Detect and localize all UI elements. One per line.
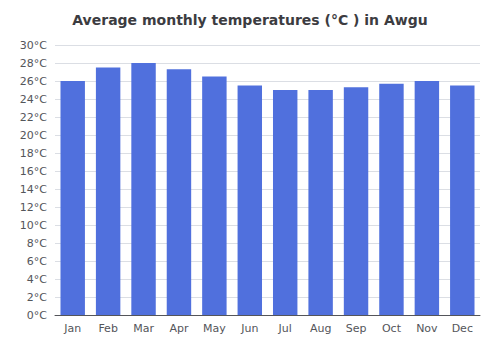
svg-text:Feb: Feb: [98, 322, 117, 335]
svg-text:14°C: 14°C: [20, 183, 47, 196]
svg-text:6°C: 6°C: [27, 255, 47, 268]
svg-text:Sep: Sep: [346, 322, 367, 335]
svg-text:Jan: Jan: [63, 322, 81, 335]
svg-text:0°C: 0°C: [27, 309, 47, 322]
svg-text:30°C: 30°C: [20, 39, 47, 52]
svg-text:Nov: Nov: [416, 322, 438, 335]
svg-text:8°C: 8°C: [27, 237, 47, 250]
svg-text:24°C: 24°C: [20, 93, 47, 106]
svg-text:16°C: 16°C: [20, 165, 47, 178]
svg-text:2°C: 2°C: [27, 291, 47, 304]
svg-text:28°C: 28°C: [20, 57, 47, 70]
svg-text:Aug: Aug: [310, 322, 331, 335]
svg-text:22°C: 22°C: [20, 111, 47, 124]
svg-text:26°C: 26°C: [20, 75, 47, 88]
svg-text:Mar: Mar: [133, 322, 154, 335]
svg-text:Apr: Apr: [169, 322, 189, 335]
svg-text:Jul: Jul: [278, 322, 292, 335]
svg-text:May: May: [203, 322, 226, 335]
svg-text:Jun: Jun: [240, 322, 258, 335]
svg-text:20°C: 20°C: [20, 129, 47, 142]
svg-text:4°C: 4°C: [27, 273, 47, 286]
svg-text:10°C: 10°C: [20, 219, 47, 232]
svg-text:18°C: 18°C: [20, 147, 47, 160]
svg-text:Dec: Dec: [452, 322, 473, 335]
svg-text:Oct: Oct: [382, 322, 402, 335]
svg-text:12°C: 12°C: [20, 201, 47, 214]
svg-text:Average monthly temperatures (: Average monthly temperatures (°C ) in Aw…: [72, 12, 427, 28]
